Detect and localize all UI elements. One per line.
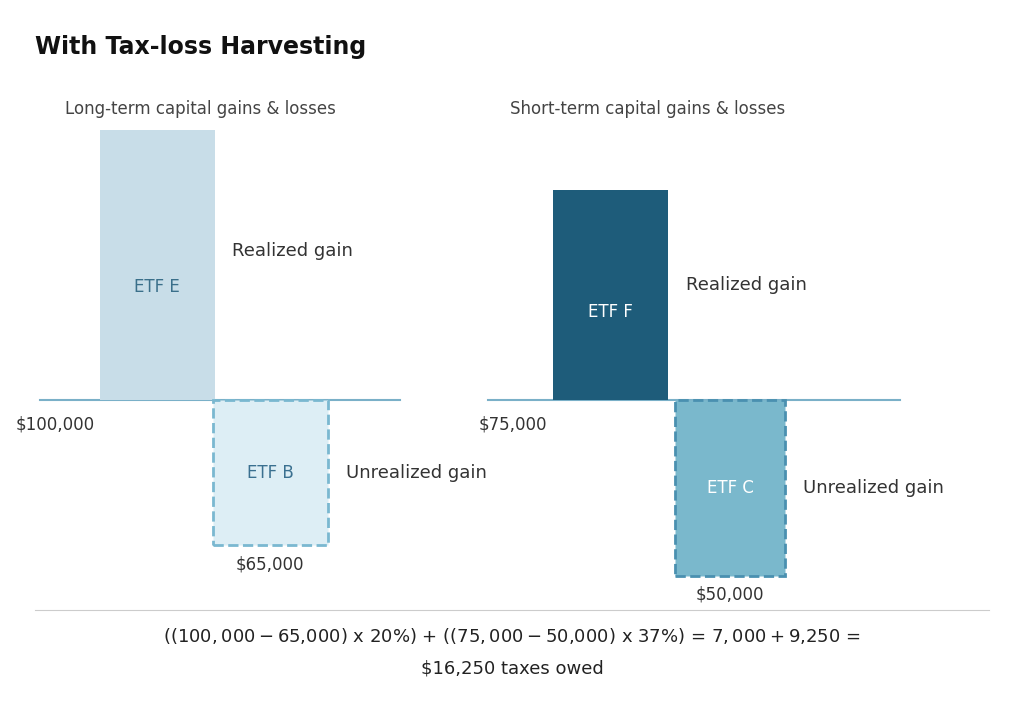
- Text: Short-term capital gains & losses: Short-term capital gains & losses: [510, 100, 785, 118]
- Text: ETF F: ETF F: [588, 303, 633, 321]
- Text: Realized gain: Realized gain: [232, 242, 353, 261]
- Text: Realized gain: Realized gain: [685, 275, 806, 294]
- Text: ETF B: ETF B: [247, 464, 293, 481]
- Text: (($100,000 - $65,000) x 20%) + (($75,000 - $50,000) x 37%) = $7,000 + $9,250 =: (($100,000 - $65,000) x 20%) + (($75,000…: [163, 626, 861, 646]
- Text: Unrealized gain: Unrealized gain: [803, 479, 944, 497]
- Bar: [553, 190, 668, 400]
- Text: ETF E: ETF E: [134, 277, 180, 296]
- Bar: [213, 400, 328, 545]
- Text: $16,250 taxes owed: $16,250 taxes owed: [421, 659, 603, 677]
- Bar: [99, 130, 214, 400]
- Text: Unrealized gain: Unrealized gain: [345, 464, 486, 481]
- Text: $50,000: $50,000: [695, 586, 764, 604]
- Text: Long-term capital gains & losses: Long-term capital gains & losses: [65, 100, 336, 118]
- Text: $100,000: $100,000: [15, 415, 94, 433]
- Text: With Tax-loss Harvesting: With Tax-loss Harvesting: [35, 35, 367, 59]
- Text: ETF C: ETF C: [707, 479, 754, 497]
- Bar: [675, 400, 785, 576]
- Text: $75,000: $75,000: [479, 415, 548, 433]
- Text: $65,000: $65,000: [236, 555, 304, 573]
